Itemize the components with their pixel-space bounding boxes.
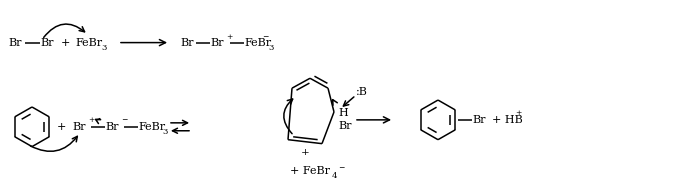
Text: + FeBr: + FeBr bbox=[290, 166, 330, 176]
Text: 3: 3 bbox=[268, 44, 274, 52]
Text: Br: Br bbox=[8, 38, 22, 48]
Text: Br: Br bbox=[105, 122, 118, 132]
Text: −: − bbox=[338, 164, 344, 172]
Text: +: + bbox=[300, 148, 309, 157]
Text: Br: Br bbox=[472, 115, 486, 125]
Text: Br: Br bbox=[338, 121, 351, 131]
Text: +: + bbox=[56, 122, 66, 132]
Text: +: + bbox=[60, 38, 70, 48]
Text: +: + bbox=[88, 116, 95, 124]
Text: Br: Br bbox=[72, 122, 85, 132]
Text: H: H bbox=[338, 108, 348, 118]
Text: Br: Br bbox=[210, 38, 223, 48]
Text: :B: :B bbox=[356, 87, 368, 97]
Text: +: + bbox=[226, 33, 232, 41]
Text: 3: 3 bbox=[101, 44, 106, 52]
Text: Br: Br bbox=[180, 38, 193, 48]
Text: −: − bbox=[121, 116, 127, 124]
Text: 4: 4 bbox=[332, 172, 337, 180]
Text: + HB: + HB bbox=[492, 115, 523, 125]
Text: FeBr: FeBr bbox=[75, 38, 102, 48]
Text: −: − bbox=[262, 33, 268, 41]
Text: 3: 3 bbox=[162, 128, 167, 136]
Text: Br: Br bbox=[40, 38, 53, 48]
Text: FeBr: FeBr bbox=[138, 122, 165, 132]
Text: FeBr: FeBr bbox=[244, 38, 271, 48]
Text: +: + bbox=[515, 109, 522, 117]
